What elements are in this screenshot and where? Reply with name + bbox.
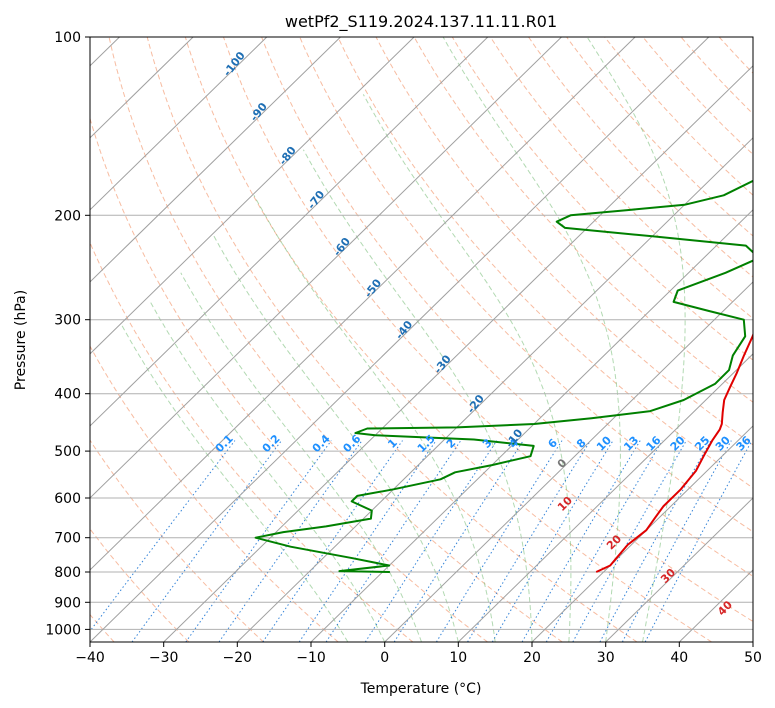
x-axis-ticks: −40 −30 −20 −10 0 10 20 30 40 50 bbox=[75, 642, 762, 666]
dry-adiabat-line bbox=[90, 241, 414, 642]
dry-adiabat-line bbox=[299, 37, 753, 533]
isotherm-line bbox=[310, 209, 753, 642]
moist-adiabat-line bbox=[149, 301, 386, 642]
mixing-ratio-line bbox=[262, 440, 403, 642]
moist-adiabat-line bbox=[180, 272, 422, 642]
isotherm-line bbox=[90, 37, 489, 427]
isotherm-line bbox=[90, 37, 562, 499]
plot-area bbox=[90, 37, 753, 642]
mixing-ratio-line bbox=[298, 440, 437, 642]
y-tick-label: 800 bbox=[54, 565, 81, 581]
dry-adiabat-line bbox=[261, 37, 753, 577]
y-tick-label: 1000 bbox=[45, 622, 81, 638]
isotherm-line bbox=[90, 37, 268, 211]
isotherm-line bbox=[605, 497, 753, 642]
mixing-ratio-line bbox=[325, 440, 462, 642]
mixing-ratio-line bbox=[364, 440, 498, 642]
mixing-ratio-line bbox=[491, 440, 614, 642]
mixing-ratio-line bbox=[185, 440, 332, 642]
moist-adiabat-line bbox=[362, 94, 572, 642]
dry-adiabat-line bbox=[337, 37, 753, 489]
x-tick-label: −40 bbox=[75, 650, 105, 666]
y-tick-label: 100 bbox=[54, 30, 81, 46]
y-tick-label: 300 bbox=[54, 313, 81, 329]
moist-adiabat-line bbox=[442, 37, 621, 642]
x-tick-label: 20 bbox=[523, 650, 541, 666]
x-tick-label: 30 bbox=[597, 650, 615, 666]
isotherm-line bbox=[90, 37, 710, 642]
dry-adiabats bbox=[90, 37, 753, 642]
isotherm-line bbox=[457, 353, 753, 642]
mixing-ratio-line bbox=[521, 440, 641, 642]
x-axis-label: Temperature (°C) bbox=[360, 681, 482, 697]
dry-adiabat-line bbox=[528, 37, 753, 278]
isotherm-line bbox=[384, 281, 753, 642]
mixing-ratio-line bbox=[572, 440, 687, 642]
isotherm-line bbox=[531, 425, 753, 642]
moist-adiabat-line bbox=[253, 195, 496, 642]
y-tick-label: 700 bbox=[54, 531, 81, 547]
moist-adiabats bbox=[120, 37, 686, 642]
pressure-gridlines bbox=[90, 37, 753, 630]
x-tick-label: −30 bbox=[149, 650, 179, 666]
x-tick-label: 50 bbox=[744, 650, 762, 666]
y-tick-label: 900 bbox=[54, 595, 81, 611]
x-tick-label: −10 bbox=[296, 650, 326, 666]
dry-adiabat-line bbox=[375, 37, 753, 446]
x-tick-label: −20 bbox=[223, 650, 253, 666]
dry-adiabat-line bbox=[604, 37, 753, 196]
dry-adiabat-line bbox=[413, 37, 753, 403]
y-tick-label: 600 bbox=[54, 491, 81, 507]
mixing-ratio-line bbox=[599, 440, 712, 642]
isotherm-line bbox=[90, 37, 341, 283]
mixing-ratio-line bbox=[621, 440, 732, 642]
y-axis-ticks: 100 200 300 400 500 600 700 800 900 1000 bbox=[45, 30, 90, 638]
skewed-isotherms bbox=[90, 37, 753, 642]
moist-adiabat-line bbox=[586, 37, 686, 642]
x-tick-label: 10 bbox=[449, 650, 467, 666]
y-tick-label: 400 bbox=[54, 387, 81, 403]
x-tick-label: 0 bbox=[380, 650, 389, 666]
plot-frame bbox=[89, 36, 754, 643]
y-axis-label: Pressure (hPa) bbox=[13, 290, 29, 390]
y-tick-label: 500 bbox=[54, 444, 81, 460]
dry-adiabat-line bbox=[108, 37, 563, 642]
dewpoint-profile-line bbox=[254, 179, 753, 573]
mixing-ratio-line bbox=[131, 440, 282, 642]
dry-adiabat-line bbox=[489, 37, 753, 320]
dry-adiabat-line bbox=[184, 37, 712, 642]
dry-adiabat-line bbox=[146, 37, 638, 642]
mixing-ratio-line bbox=[467, 440, 591, 642]
moist-adiabat-line bbox=[120, 323, 349, 642]
mixing-ratio-line bbox=[435, 440, 563, 642]
dry-adiabat-line bbox=[90, 345, 339, 642]
isotherm-line bbox=[90, 37, 415, 355]
dry-adiabat-line bbox=[90, 116, 488, 642]
y-tick-label: 200 bbox=[54, 208, 81, 224]
moist-adiabat-line bbox=[302, 149, 533, 642]
chart-title: wetPf2_S119.2024.137.11.11.R01 bbox=[285, 12, 557, 32]
isotherm-line bbox=[90, 37, 636, 571]
x-tick-label: 40 bbox=[670, 650, 688, 666]
dry-adiabat-line bbox=[90, 528, 190, 642]
